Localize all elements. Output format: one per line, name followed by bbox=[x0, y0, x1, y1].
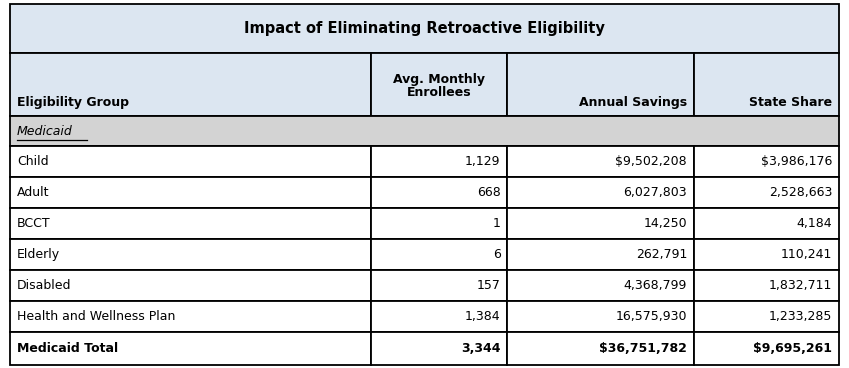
Text: BCCT: BCCT bbox=[17, 217, 51, 230]
Bar bbox=[10, 301, 371, 332]
Bar bbox=[10, 116, 839, 146]
Bar bbox=[371, 270, 508, 301]
Bar bbox=[508, 177, 694, 208]
Bar bbox=[508, 208, 694, 239]
Bar bbox=[371, 332, 508, 365]
Text: 3,344: 3,344 bbox=[461, 342, 501, 355]
Bar bbox=[694, 146, 839, 177]
Text: Medicaid: Medicaid bbox=[17, 124, 73, 138]
Bar bbox=[371, 239, 508, 270]
Text: $9,502,208: $9,502,208 bbox=[616, 155, 687, 168]
Bar bbox=[10, 332, 371, 365]
Bar bbox=[371, 53, 508, 116]
Bar bbox=[371, 177, 508, 208]
Bar bbox=[371, 146, 508, 177]
Bar bbox=[694, 270, 839, 301]
Text: 16,575,930: 16,575,930 bbox=[616, 310, 687, 323]
Text: 1,233,285: 1,233,285 bbox=[768, 310, 832, 323]
Text: State Share: State Share bbox=[749, 96, 832, 109]
Text: $36,751,782: $36,751,782 bbox=[599, 342, 687, 355]
Bar bbox=[694, 332, 839, 365]
Bar bbox=[694, 301, 839, 332]
Text: Health and Wellness Plan: Health and Wellness Plan bbox=[17, 310, 176, 323]
Text: 110,241: 110,241 bbox=[780, 248, 832, 261]
Text: 1,384: 1,384 bbox=[465, 310, 501, 323]
Bar bbox=[508, 301, 694, 332]
Bar bbox=[694, 177, 839, 208]
Text: Eligibility Group: Eligibility Group bbox=[17, 96, 129, 109]
Bar bbox=[10, 270, 371, 301]
Text: 4,368,799: 4,368,799 bbox=[624, 279, 687, 292]
Text: 1,832,711: 1,832,711 bbox=[768, 279, 832, 292]
Text: Impact of Eliminating Retroactive Eligibility: Impact of Eliminating Retroactive Eligib… bbox=[244, 21, 605, 36]
Bar bbox=[10, 177, 371, 208]
Bar bbox=[508, 332, 694, 365]
Text: 6,027,803: 6,027,803 bbox=[623, 186, 687, 199]
Bar bbox=[10, 208, 371, 239]
Bar bbox=[10, 53, 371, 116]
Text: Disabled: Disabled bbox=[17, 279, 71, 292]
Text: $3,986,176: $3,986,176 bbox=[761, 155, 832, 168]
Bar bbox=[508, 53, 694, 116]
Text: 6: 6 bbox=[492, 248, 501, 261]
Bar bbox=[371, 301, 508, 332]
Bar bbox=[371, 208, 508, 239]
Bar bbox=[10, 146, 371, 177]
Text: Annual Savings: Annual Savings bbox=[579, 96, 687, 109]
Text: 4,184: 4,184 bbox=[796, 217, 832, 230]
Text: Medicaid Total: Medicaid Total bbox=[17, 342, 118, 355]
Text: 2,528,663: 2,528,663 bbox=[768, 186, 832, 199]
Bar bbox=[694, 239, 839, 270]
Text: 1,129: 1,129 bbox=[465, 155, 501, 168]
Text: 262,791: 262,791 bbox=[636, 248, 687, 261]
Bar bbox=[508, 270, 694, 301]
Bar bbox=[694, 53, 839, 116]
Text: $9,695,261: $9,695,261 bbox=[753, 342, 832, 355]
Bar bbox=[508, 146, 694, 177]
Bar bbox=[694, 208, 839, 239]
Bar bbox=[508, 239, 694, 270]
Text: 668: 668 bbox=[477, 186, 501, 199]
Bar bbox=[10, 239, 371, 270]
Text: Enrollees: Enrollees bbox=[407, 86, 471, 99]
Text: Child: Child bbox=[17, 155, 48, 168]
Text: 14,250: 14,250 bbox=[644, 217, 687, 230]
Text: Elderly: Elderly bbox=[17, 248, 60, 261]
Text: 157: 157 bbox=[476, 279, 501, 292]
Text: 1: 1 bbox=[492, 217, 501, 230]
Text: Avg. Monthly: Avg. Monthly bbox=[393, 73, 485, 86]
Text: Adult: Adult bbox=[17, 186, 49, 199]
Bar bbox=[10, 4, 839, 53]
